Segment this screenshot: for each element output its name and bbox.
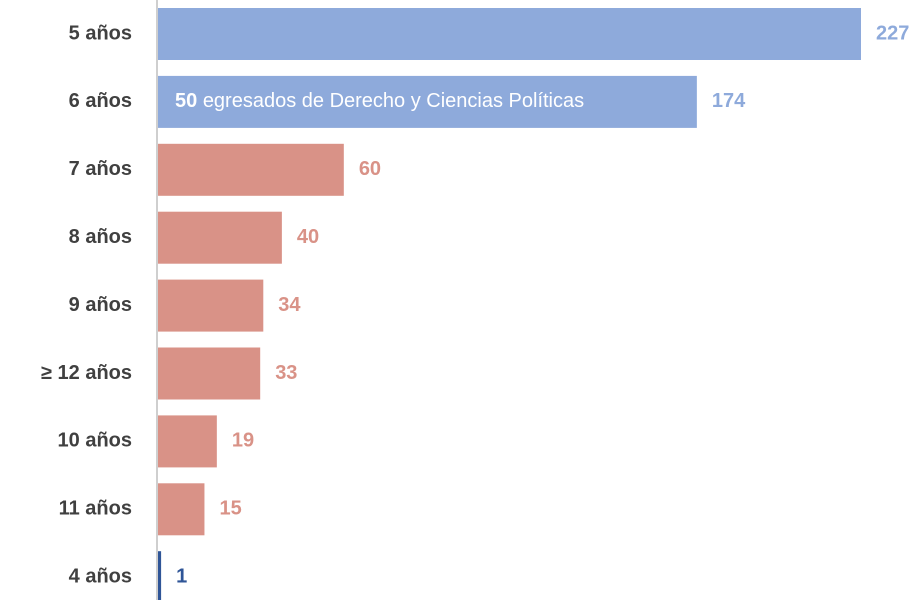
bar <box>158 211 282 264</box>
bar <box>158 279 264 332</box>
bar <box>158 483 205 536</box>
bar <box>158 8 861 60</box>
category-label: 10 años <box>58 430 132 452</box>
annotation-value: 50 <box>175 90 197 112</box>
category-label: 9 años <box>69 294 132 316</box>
value-label: 40 <box>297 226 319 248</box>
category-label: 11 años <box>59 498 132 520</box>
value-label: 19 <box>232 430 254 452</box>
annotation-text: egresados de Derecho y Ciencias Política… <box>203 90 584 112</box>
bar <box>158 551 162 600</box>
value-label: 60 <box>359 158 381 180</box>
category-label: 6 años <box>69 90 132 112</box>
value-label: 174 <box>712 90 746 112</box>
bar <box>158 415 217 468</box>
category-label: 5 años <box>69 22 132 44</box>
value-label: 33 <box>275 362 297 384</box>
bar <box>158 347 261 400</box>
bar <box>158 75 697 128</box>
bar <box>158 143 344 196</box>
category-label: 4 años <box>69 565 132 587</box>
category-label: ≥ 12 años <box>41 362 132 384</box>
category-label: 8 años <box>69 226 132 248</box>
value-label: 34 <box>278 294 301 316</box>
value-label: 227 <box>876 22 909 44</box>
annotation: 50 egresados de Derecho y Ciencias Polít… <box>175 90 584 112</box>
value-label: 15 <box>219 498 241 520</box>
value-label: 1 <box>176 565 187 587</box>
category-label: 7 años <box>69 158 132 180</box>
